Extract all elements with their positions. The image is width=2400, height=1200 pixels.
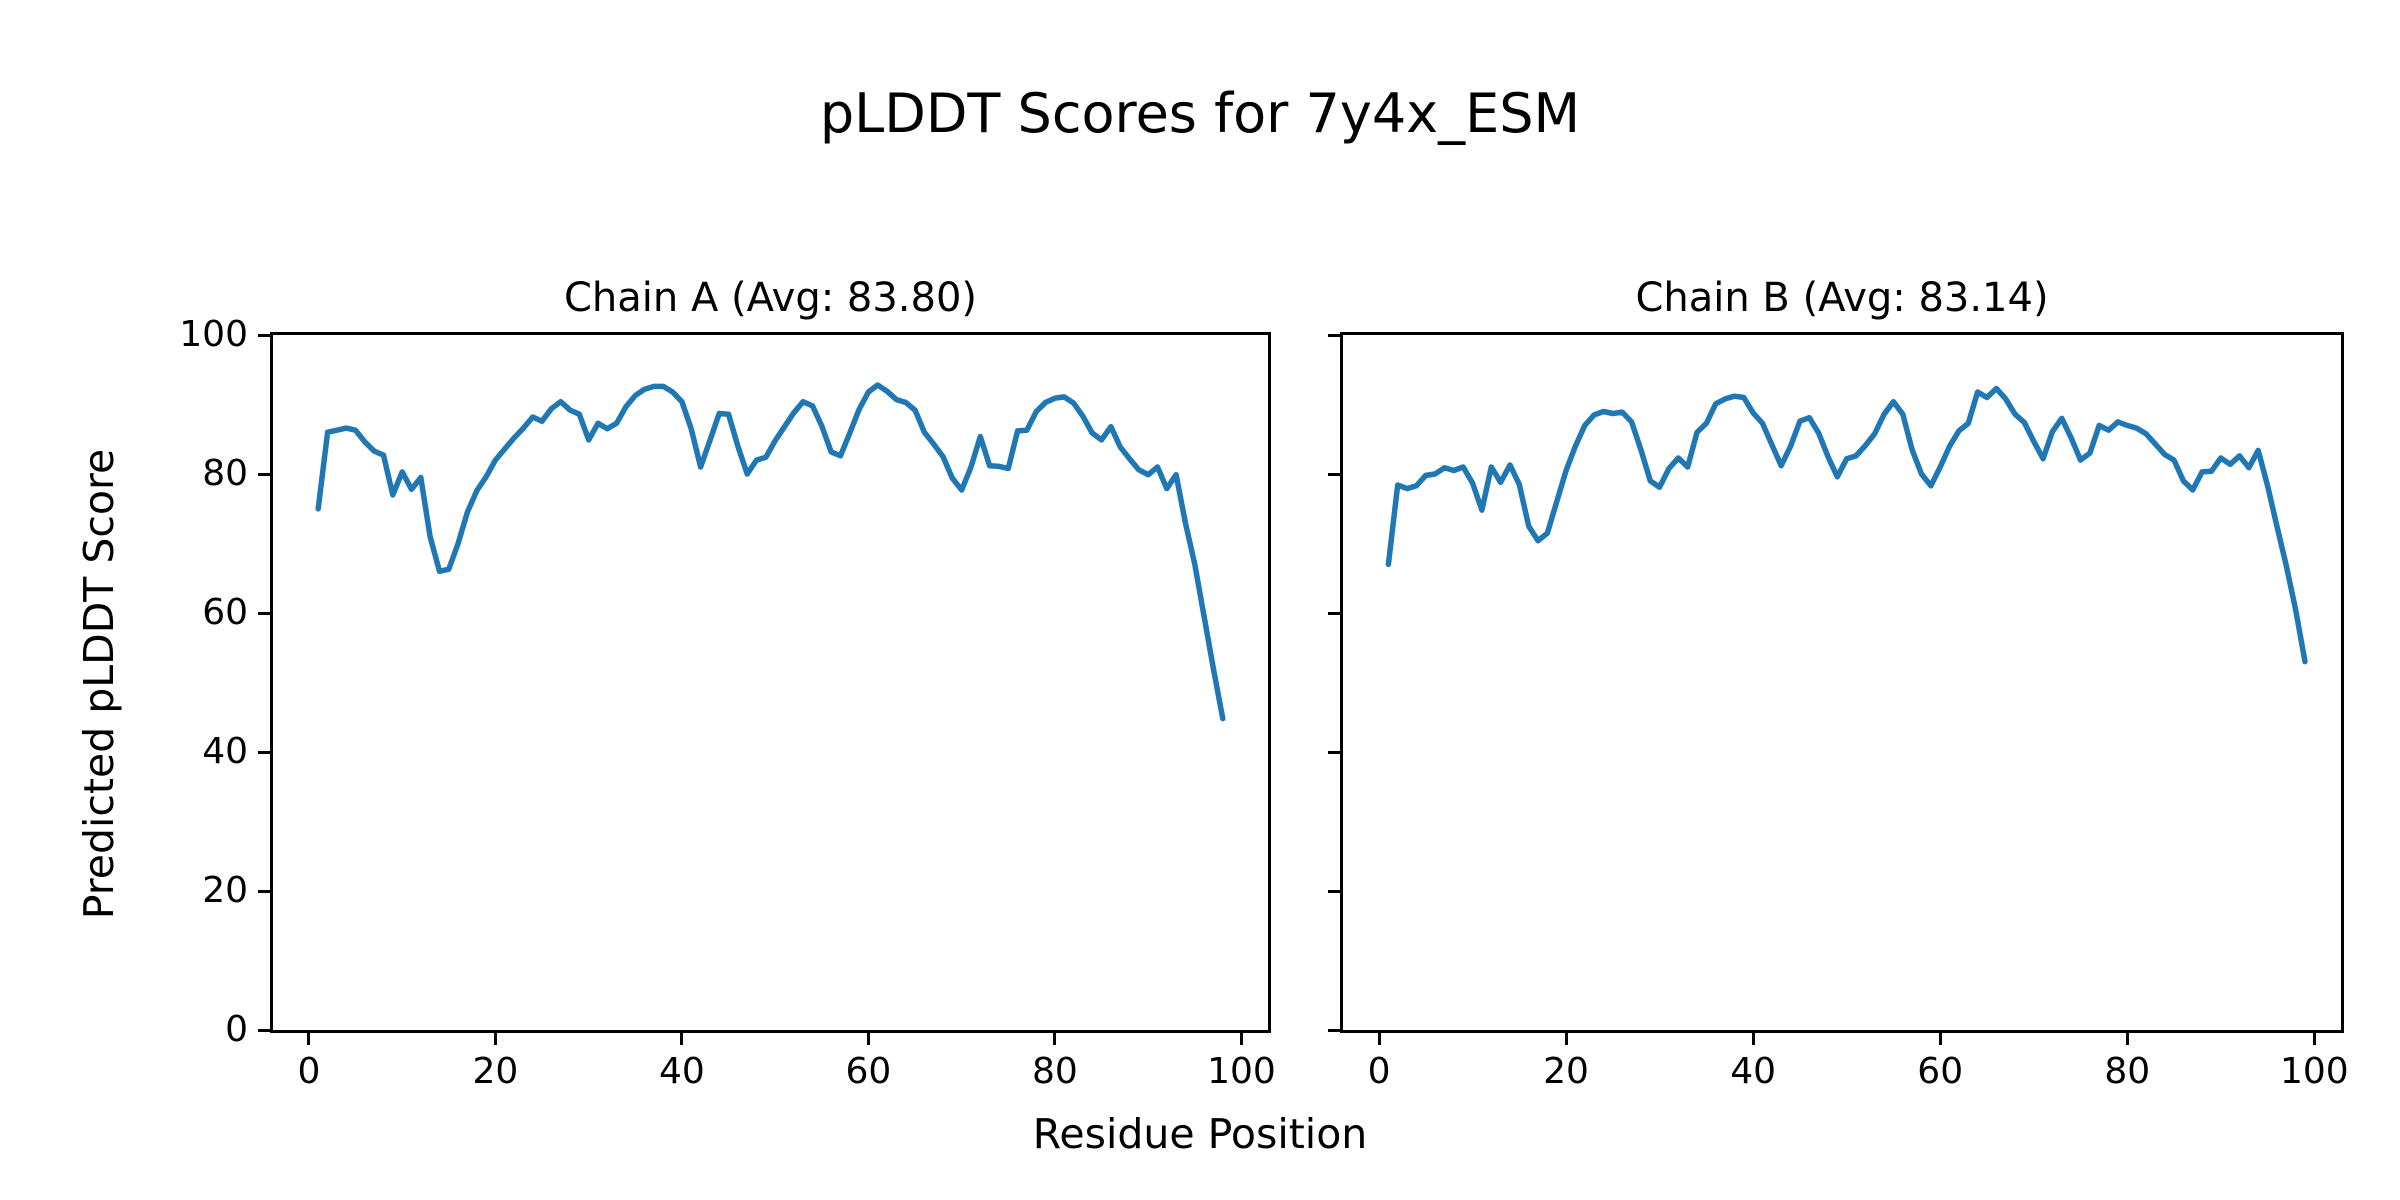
- y-tick: [1328, 750, 1340, 754]
- plot-area-chain-a: [315, 382, 1226, 722]
- x-tick: [493, 1033, 497, 1045]
- x-tick-label: 100: [2279, 1051, 2349, 1092]
- y-tick: [1328, 1028, 1340, 1032]
- y-tick-label: 20: [202, 870, 248, 911]
- y-tick: [258, 333, 270, 337]
- x-tick: [1564, 1033, 1568, 1045]
- axes-frame: [1340, 332, 2344, 1033]
- plddt-line-chain-a: [315, 382, 1226, 722]
- subplot-title-chain-b: Chain B (Avg: 83.14): [1635, 275, 2049, 321]
- y-tick: [258, 1028, 270, 1032]
- x-tick-label: 40: [1730, 1051, 1777, 1092]
- subplot-chain-b: Chain B (Avg: 83.14) 0 20 40 60 80 100: [1328, 275, 2349, 1092]
- y-tick: [1328, 611, 1340, 615]
- x-tick-label: 0: [1367, 1051, 1391, 1092]
- x-tick-label: 60: [845, 1051, 892, 1092]
- x-tick-label: 20: [1543, 1051, 1589, 1092]
- x-tick-label: 60: [1917, 1051, 1964, 1092]
- y-tick: [258, 889, 270, 893]
- x-tick: [680, 1033, 684, 1045]
- y-tick: [1328, 472, 1340, 476]
- x-tick: [1239, 1033, 1243, 1045]
- x-tick: [307, 1033, 311, 1045]
- x-tick-label: 0: [297, 1051, 321, 1092]
- figure-title: pLDDT Scores for 7y4x_ESM: [819, 82, 1581, 145]
- x-axis-label: Residue Position: [1032, 1110, 1368, 1158]
- y-tick: [258, 750, 270, 754]
- y-tick-label: 80: [202, 453, 248, 494]
- x-tick: [1053, 1033, 1057, 1045]
- x-tick: [866, 1033, 870, 1045]
- axes-frame: [270, 332, 1271, 1033]
- y-tick-label: 0: [225, 1009, 248, 1050]
- y-tick-label: 100: [179, 314, 248, 355]
- subplot-chain-a: Chain A (Avg: 83.80) 0 20 40 60 80 100 0 20 40 60…: [179, 275, 1276, 1092]
- y-tick: [1328, 889, 1340, 893]
- y-tick: [258, 611, 270, 615]
- y-tick: [258, 472, 270, 476]
- plddt-line-chain-b: [1385, 385, 2308, 665]
- y-tick: [1328, 333, 1340, 337]
- x-tick-label: 20: [472, 1051, 519, 1092]
- y-tick-label: 60: [202, 592, 248, 633]
- x-tick-label: 80: [1032, 1051, 1078, 1092]
- x-tick-label: 40: [659, 1051, 705, 1092]
- subplot-title-chain-a: Chain A (Avg: 83.80): [563, 275, 978, 321]
- y-tick-label: 40: [202, 731, 248, 772]
- x-tick: [2125, 1033, 2129, 1045]
- x-tick-label: 100: [1207, 1051, 1276, 1092]
- y-axis-label: Predicted pLDDT Score: [75, 448, 123, 920]
- x-tick: [1377, 1033, 1381, 1045]
- x-tick: [2312, 1033, 2316, 1045]
- x-tick-label: 80: [2104, 1051, 2151, 1092]
- x-tick: [1938, 1033, 1942, 1045]
- x-tick: [1751, 1033, 1755, 1045]
- plot-area-chain-b: [1385, 385, 2308, 665]
